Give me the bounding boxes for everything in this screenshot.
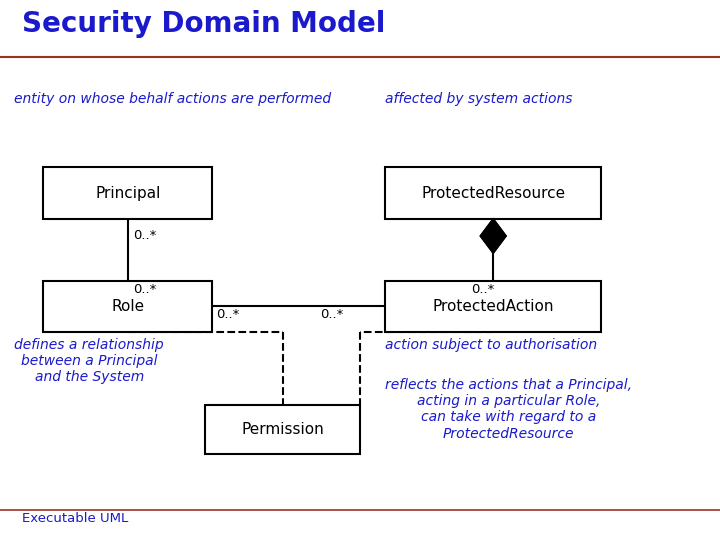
Text: Role: Role — [111, 299, 145, 314]
Bar — [43, 281, 212, 332]
Text: affected by system actions: affected by system actions — [385, 92, 572, 106]
Text: Security Domain Model: Security Domain Model — [22, 10, 385, 38]
Text: defines a relationship
between a Principal
and the System: defines a relationship between a Princip… — [14, 338, 164, 384]
Bar — [205, 405, 360, 454]
Text: 0..*: 0..* — [133, 230, 156, 242]
Text: Executable UML: Executable UML — [22, 512, 128, 525]
Bar — [43, 167, 212, 219]
Bar — [385, 281, 601, 332]
Text: reflects the actions that a Principal,
acting in a particular Role,
can take wit: reflects the actions that a Principal, a… — [385, 378, 632, 441]
Polygon shape — [480, 219, 506, 253]
Text: 0..*: 0..* — [216, 308, 239, 321]
Text: ProtectedResource: ProtectedResource — [421, 186, 565, 200]
Text: Permission: Permission — [241, 422, 324, 437]
Text: action subject to authorisation: action subject to authorisation — [385, 338, 598, 352]
Bar — [385, 167, 601, 219]
Text: 0..*: 0..* — [472, 284, 495, 296]
Text: ProtectedAction: ProtectedAction — [433, 299, 554, 314]
Text: Principal: Principal — [95, 186, 161, 200]
Text: 0..*: 0..* — [133, 284, 156, 296]
Text: 0..*: 0..* — [320, 308, 343, 321]
Text: entity on whose behalf actions are performed: entity on whose behalf actions are perfo… — [14, 92, 331, 106]
